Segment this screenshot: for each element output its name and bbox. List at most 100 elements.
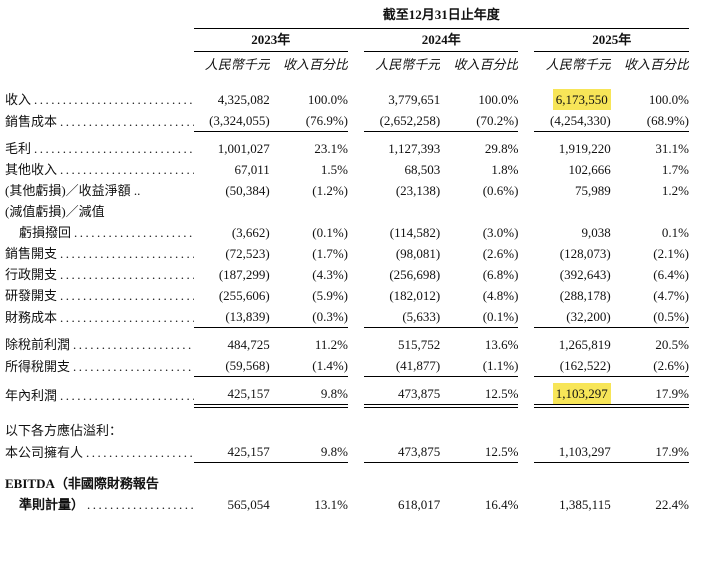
amount-unit-header-2023: 人民幣千元 bbox=[204, 57, 270, 72]
column-gap bbox=[348, 264, 364, 285]
row-label-text: (其他虧損)／收益淨額 .. bbox=[5, 183, 141, 198]
table-row: 以下各方應佔溢利： bbox=[5, 406, 689, 441]
dot-leader: ........................................… bbox=[60, 113, 194, 129]
table-row: 本公司擁有人..................................… bbox=[5, 441, 689, 463]
row-label: 以下各方應佔溢利： bbox=[5, 406, 194, 441]
column-gap bbox=[518, 29, 534, 52]
dot-leader: ........................................… bbox=[73, 358, 194, 374]
amount-cell: (256,698) bbox=[389, 267, 441, 282]
column-gap bbox=[348, 406, 364, 441]
table-row: 除稅前利潤...................................… bbox=[5, 328, 689, 356]
pct-cell: 100.0% bbox=[307, 92, 348, 107]
column-gap bbox=[348, 29, 364, 52]
pct-cell: 13.1% bbox=[314, 496, 348, 512]
pct-cell: 22.4% bbox=[655, 496, 689, 512]
amount-cell bbox=[534, 201, 610, 222]
row-label: 年內利潤....................................… bbox=[5, 377, 194, 407]
pct-of-revenue-header-2025: 收入百分比 bbox=[623, 57, 689, 72]
column-gap bbox=[348, 159, 364, 180]
row-label-text: 年內利潤 bbox=[5, 388, 58, 403]
highlighted-value: 1,103,297 bbox=[552, 383, 611, 403]
amount-cell: (114,582) bbox=[389, 225, 441, 240]
table-row: 毛利......................................… bbox=[5, 132, 689, 160]
amount-cell: 1,103,297 bbox=[534, 376, 611, 408]
row-label-text: 銷售開支 bbox=[5, 246, 58, 261]
pct-cell: (70.2%) bbox=[440, 110, 519, 132]
amount-cell: (72,523) bbox=[225, 246, 270, 261]
pct-cell: 1.2% bbox=[661, 183, 689, 198]
table-row: 收入......................................… bbox=[5, 89, 689, 110]
amount-cell: 102,666 bbox=[568, 162, 611, 177]
column-gap bbox=[348, 243, 364, 264]
column-gap bbox=[518, 328, 534, 356]
dot-leader: ........................................… bbox=[60, 162, 194, 177]
header-spacer bbox=[5, 29, 194, 52]
amount-cell: 1,919,220 bbox=[558, 141, 611, 156]
dot-leader: ........................................… bbox=[74, 225, 194, 240]
row-label: 所得稅開支...................................… bbox=[5, 355, 194, 377]
table-row: 虧損撥回....................................… bbox=[5, 222, 689, 243]
amount-cell: (98,081) bbox=[395, 246, 441, 261]
pct-cell: 9.8% bbox=[269, 441, 348, 463]
year-2024-header: 2024年 bbox=[364, 28, 519, 52]
amount-cell: (59,568) bbox=[193, 355, 270, 377]
amount-cell: 6,173,550 bbox=[534, 89, 611, 110]
amount-cell: (23,138) bbox=[395, 183, 441, 198]
column-gap bbox=[518, 222, 534, 243]
amount-cell bbox=[194, 201, 270, 222]
amount-cell: 68,503 bbox=[404, 162, 441, 177]
column-gap bbox=[518, 132, 534, 160]
pct-cell: 12.5% bbox=[440, 441, 519, 463]
amount-unit-header-2025: 人民幣千元 bbox=[545, 57, 611, 72]
column-gap bbox=[348, 494, 364, 515]
amount-cell: 618,017 bbox=[397, 496, 441, 512]
pct-cell: (6.8%) bbox=[482, 267, 519, 282]
pct-cell bbox=[611, 463, 689, 494]
amount-cell: 1,103,297 bbox=[534, 441, 611, 463]
pct-cell bbox=[611, 201, 689, 222]
amount-cell: (5,633) bbox=[364, 306, 441, 328]
amount-cell: 515,752 bbox=[397, 337, 441, 352]
column-gap bbox=[348, 377, 364, 407]
column-gap bbox=[348, 285, 364, 306]
amount-cell: 425,157 bbox=[193, 376, 270, 408]
amount-cell: (32,200) bbox=[534, 306, 611, 328]
amount-cell: (3,662) bbox=[231, 225, 270, 240]
column-gap bbox=[518, 201, 534, 222]
pct-cell: (4.8%) bbox=[482, 288, 519, 303]
column-gap bbox=[348, 328, 364, 356]
year-2025-header: 2025年 bbox=[534, 28, 689, 52]
amount-cell: 473,875 bbox=[364, 441, 441, 463]
table-row: 銷售開支....................................… bbox=[5, 243, 689, 264]
column-gap bbox=[348, 441, 364, 463]
pct-cell: 9.8% bbox=[269, 376, 348, 408]
amount-cell: (50,384) bbox=[225, 183, 270, 198]
amount-cell bbox=[194, 406, 270, 441]
row-label: 毛利......................................… bbox=[5, 132, 194, 160]
amount-cell bbox=[364, 201, 440, 222]
period-title: 截至12月31日止年度 bbox=[193, 4, 689, 29]
pct-cell bbox=[270, 201, 348, 222]
highlighted-value: 6,173,550 bbox=[552, 89, 611, 110]
row-label-text: 本公司擁有人 bbox=[5, 444, 84, 460]
amount-cell: (255,606) bbox=[218, 288, 270, 303]
amount-cell: 1,265,819 bbox=[558, 337, 611, 352]
table-row: 研發開支....................................… bbox=[5, 285, 689, 306]
amount-cell: 1,127,393 bbox=[388, 141, 441, 156]
row-label: 除稅前利潤...................................… bbox=[5, 328, 194, 356]
column-gap bbox=[348, 110, 364, 132]
table-row: 所得稅開支...................................… bbox=[5, 355, 689, 377]
table-row: 年內利潤....................................… bbox=[5, 376, 689, 408]
table-row: 其他收入....................................… bbox=[5, 159, 689, 180]
column-gap bbox=[518, 110, 534, 132]
amount-cell bbox=[194, 463, 270, 494]
column-gap bbox=[518, 159, 534, 180]
amount-cell bbox=[534, 406, 610, 441]
pct-cell: (76.9%) bbox=[269, 110, 348, 132]
column-gap bbox=[348, 306, 364, 328]
row-label-text: 除稅前利潤 bbox=[5, 337, 71, 352]
row-label-text: 銷售成本 bbox=[5, 113, 58, 129]
pct-cell: 13.6% bbox=[484, 337, 519, 352]
row-label: EBITDA（非國際財務報告 bbox=[5, 463, 194, 494]
column-gap bbox=[518, 306, 534, 328]
